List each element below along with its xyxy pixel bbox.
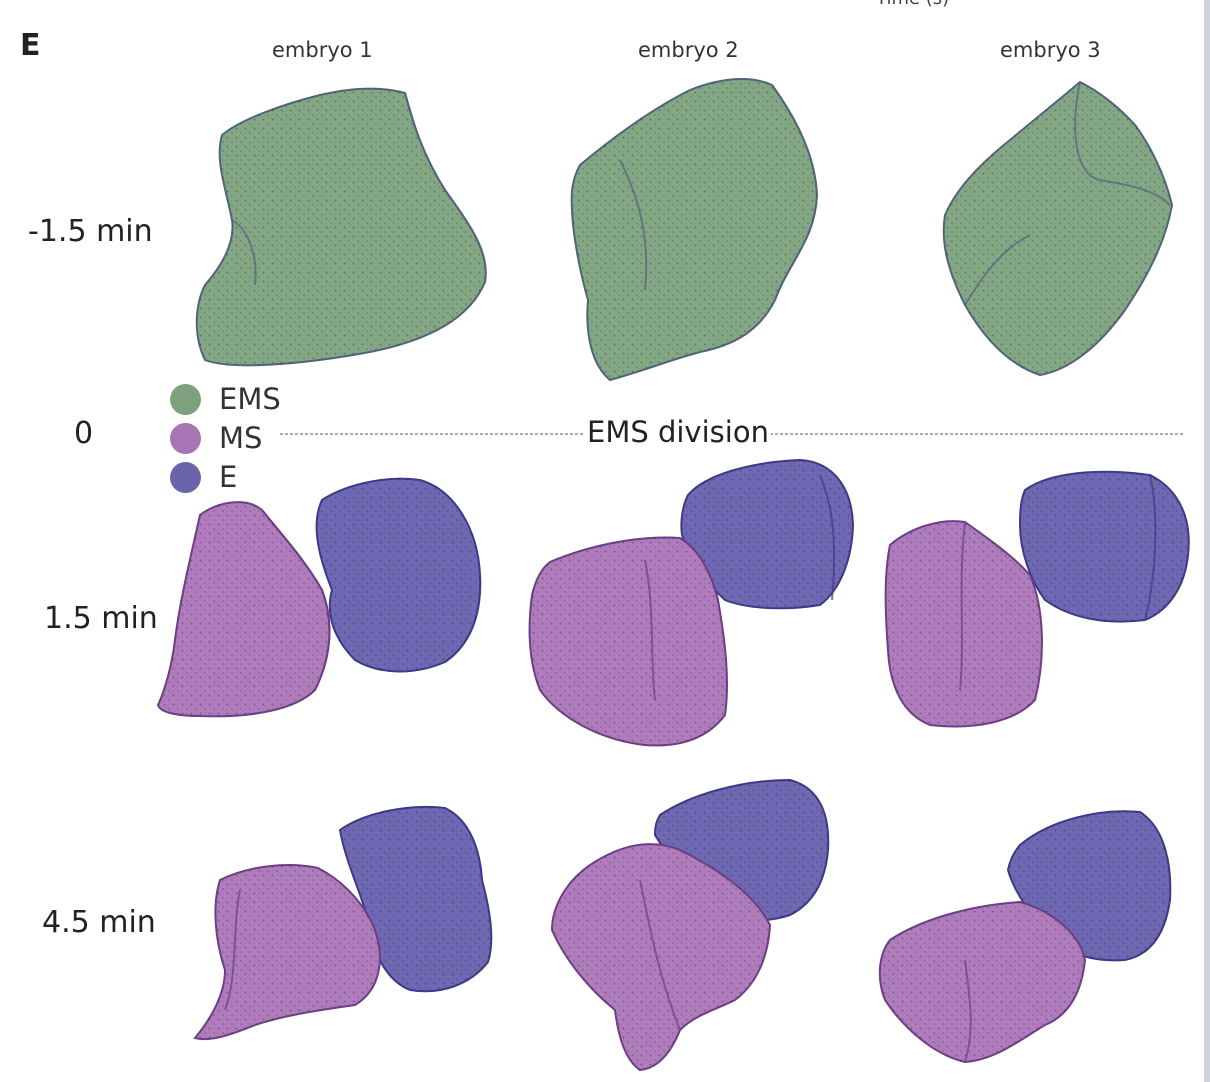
legend-label-ms: MS	[219, 421, 263, 455]
row-label-zero: 0	[74, 416, 94, 451]
legend-item-ems: EMS	[170, 382, 281, 416]
row-label-minus-1.5: -1.5 min	[28, 214, 153, 249]
e-cell-embryo-3-1.5min	[1018, 470, 1190, 623]
legend-item-e: E	[170, 460, 237, 494]
ms-cell-embryo-3-4.5min	[878, 900, 1087, 1064]
legend-item-ms: MS	[170, 421, 262, 455]
ms-cell-embryo-2-1.5min	[528, 536, 729, 747]
ems-cell-embryo-3	[942, 80, 1174, 377]
legend-dot-ms-icon	[170, 422, 201, 454]
row-label-1.5: 1.5 min	[44, 601, 158, 636]
right-edge-bar	[1204, 0, 1210, 1082]
ems-cell-embryo-2	[570, 77, 819, 382]
column-label-embryo-3: embryo 3	[1000, 38, 1101, 62]
column-label-embryo-1: embryo 1	[272, 38, 373, 62]
legend-dot-ems-icon	[170, 383, 201, 415]
ms-cell-embryo-1-4.5min	[193, 864, 381, 1041]
legend-label-ems: EMS	[219, 382, 281, 416]
ems-cell-embryo-1	[195, 87, 487, 367]
ms-cell-embryo-1-1.5min	[156, 501, 331, 718]
clipped-header: Time (s)	[876, 0, 949, 9]
column-label-embryo-2: embryo 2	[638, 38, 739, 62]
panel-letter: E	[20, 28, 41, 63]
legend-label-e: E	[219, 460, 238, 494]
legend-dot-e-icon	[170, 461, 201, 493]
ms-cell-embryo-2-4.5min	[550, 843, 772, 1072]
e-cell-embryo-1-1.5min	[315, 477, 482, 673]
e-cell-embryo-2-1.5min	[680, 458, 855, 610]
row-label-4.5: 4.5 min	[42, 905, 156, 940]
ms-cell-embryo-3-1.5min	[884, 520, 1043, 728]
division-label: EMS division	[585, 415, 771, 449]
